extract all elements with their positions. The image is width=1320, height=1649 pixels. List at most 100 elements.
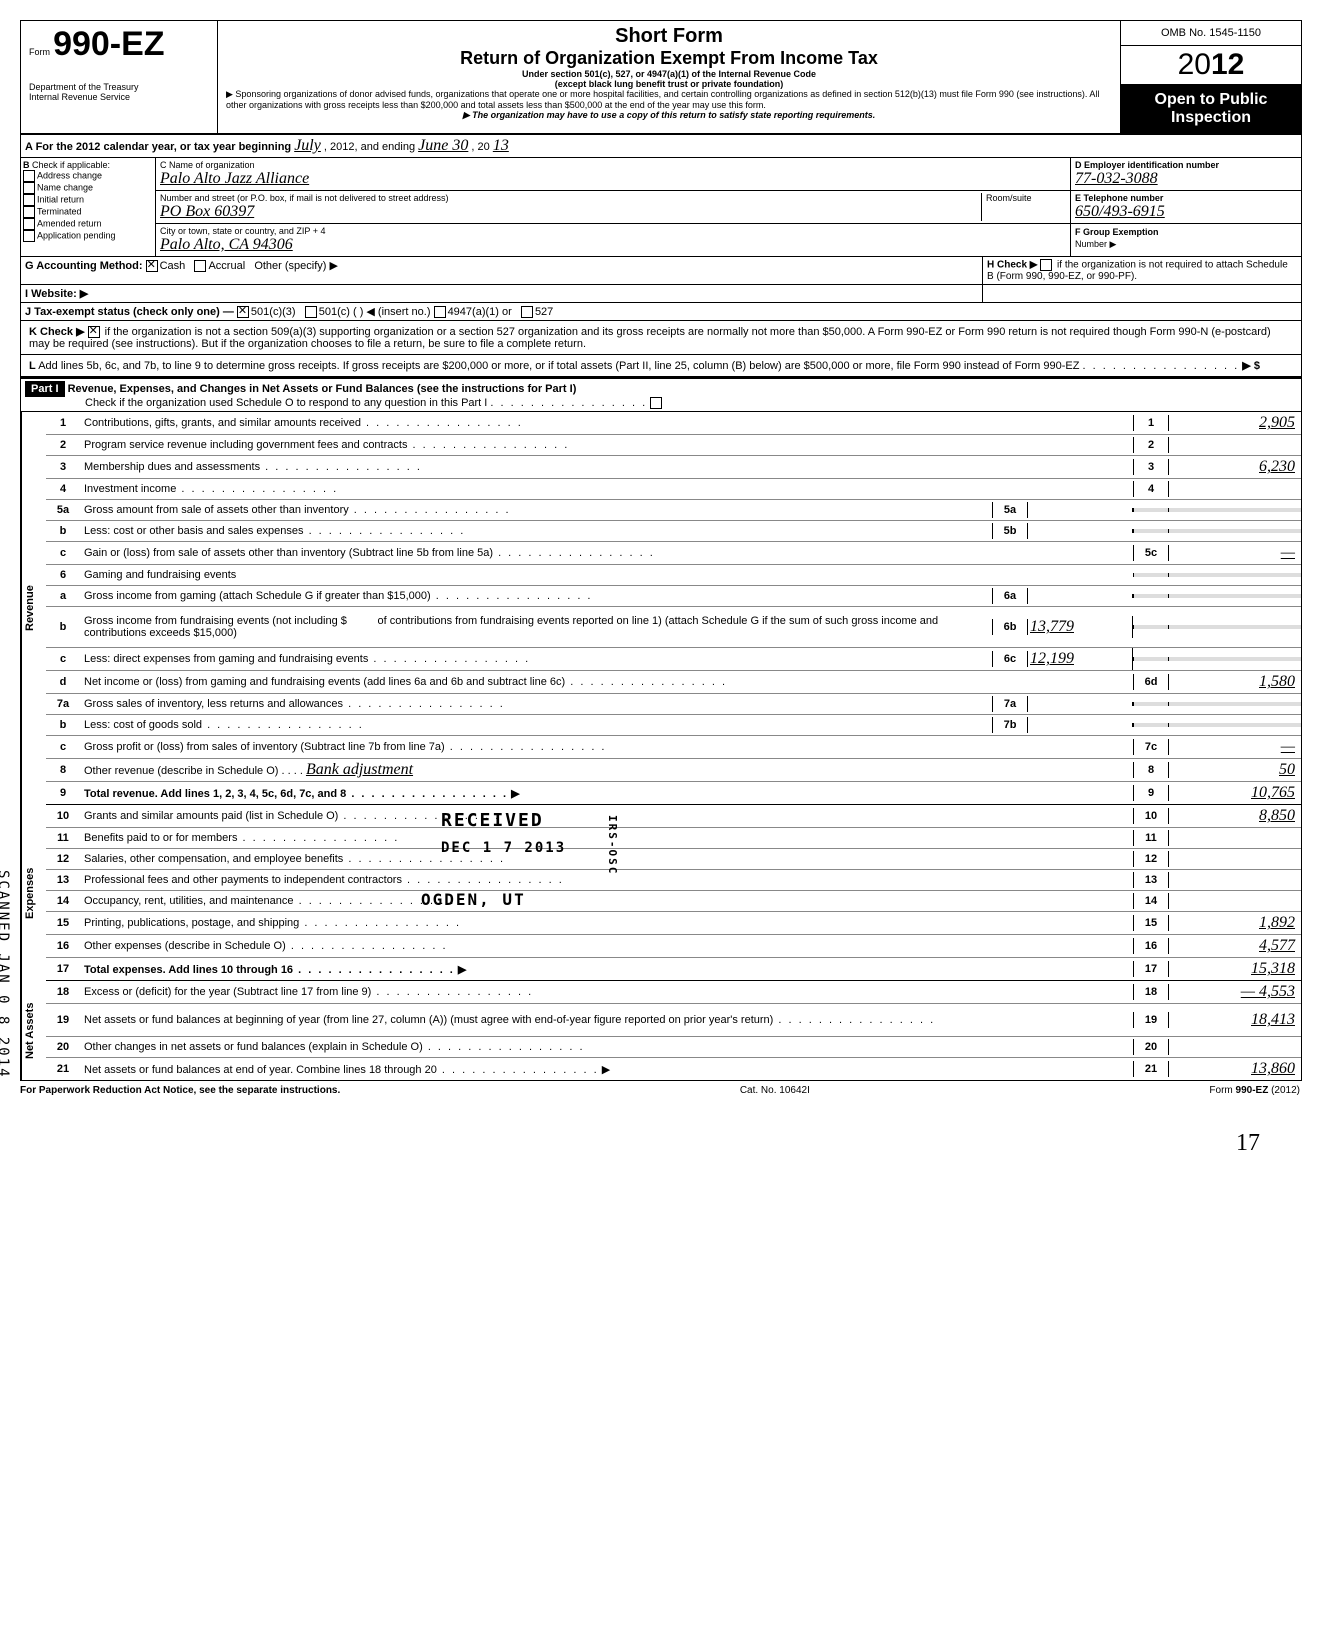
page-number: 17 (20, 1130, 1300, 1157)
right-box: OMB No. 1545-1150 2012 Open to Public In… (1121, 21, 1301, 133)
form-990ez: Form 990-EZ Department of the Treasury I… (20, 20, 1302, 1081)
k-text: if the organization is not a section 509… (29, 326, 1271, 350)
expenses-section: RECEIVED DEC 1 7 2013 OGDEN, UT IRS-OSC … (21, 805, 1301, 981)
dept-irs: Internal Revenue Service (29, 92, 209, 102)
revenue-section: Revenue 1 Contributions, gifts, grants, … (21, 412, 1301, 805)
section-def: D Employer identification number 77-032-… (1070, 158, 1301, 256)
e-label: E Telephone number (1075, 193, 1297, 203)
line-11: 11 Benefits paid to or for members 11 (46, 828, 1301, 849)
form-header: Form 990-EZ Department of the Treasury I… (21, 21, 1301, 135)
part1-check-note: Check if the organization used Schedule … (25, 397, 487, 409)
section-b: B Check if applicable: Address change Na… (21, 158, 156, 256)
scanned-stamp: SCANNED JAN 0 8 2014 (0, 870, 11, 1079)
line-5c-val: — (1169, 542, 1301, 564)
irs-stamp: IRS-OSC (606, 815, 619, 875)
line-15-val: 1,892 (1169, 912, 1301, 934)
netassets-section: Net Assets 18 Excess or (deficit) for th… (21, 981, 1301, 1080)
check-k[interactable] (88, 326, 100, 338)
f-label2: Number ▶ (1075, 239, 1116, 249)
line-7b: b Less: cost of goods sold 7b (46, 715, 1301, 736)
line-6d-val: 1,580 (1169, 671, 1301, 693)
line-2-val (1169, 443, 1301, 447)
subtitle2: (except black lung benefit trust or priv… (226, 79, 1112, 89)
line-7c-val: — (1169, 736, 1301, 758)
sponsor-note: ▶ Sponsoring organizations of donor advi… (226, 89, 1112, 110)
check-schedule-o[interactable] (650, 397, 662, 409)
line-12-val (1169, 857, 1301, 861)
line-5a: 5a Gross amount from sale of assets othe… (46, 500, 1301, 521)
section-gh: G Accounting Method: Cash Accrual Other … (21, 257, 1301, 285)
check-h[interactable] (1040, 259, 1052, 271)
room-label: Room/suite (981, 193, 1066, 221)
received-date: DEC 1 7 2013 (441, 840, 566, 856)
l-label: L (29, 360, 36, 372)
check-initial-return[interactable]: Initial return (23, 194, 153, 206)
org-address: PO Box 60397 (160, 203, 254, 220)
line-6a: a Gross income from gaming (attach Sched… (46, 586, 1301, 607)
line-7a: 7a Gross sales of inventory, less return… (46, 694, 1301, 715)
org-city: Palo Alto, CA 94306 (160, 236, 293, 253)
omb-number: OMB No. 1545-1150 (1121, 21, 1301, 46)
section-k: K Check ▶ if the organization is not a s… (21, 321, 1301, 355)
check-cash[interactable] (146, 260, 158, 272)
check-accrual[interactable] (194, 260, 206, 272)
d-label: D Employer identification number (1075, 160, 1297, 170)
line-12: 12 Salaries, other compensation, and emp… (46, 849, 1301, 870)
tax-year-begin: July (294, 137, 321, 154)
line-5c: c Gain or (loss) from sale of assets oth… (46, 542, 1301, 565)
section-a-mid: , 2012, and ending (324, 141, 415, 153)
tax-year-end: June 30 (418, 137, 468, 154)
line-15: 15 Printing, publications, postage, and … (46, 912, 1301, 935)
line-18: 18 Excess or (deficit) for the year (Sub… (46, 981, 1301, 1004)
check-527[interactable] (521, 306, 533, 318)
part1-header: Part I Revenue, Expenses, and Changes in… (21, 377, 1301, 412)
line-21: 21 Net assets or fund balances at end of… (46, 1058, 1301, 1080)
check-amended[interactable]: Amended return (23, 218, 153, 230)
line-19-val: 18,413 (1169, 1009, 1301, 1031)
line-1-val: 2,905 (1169, 412, 1301, 434)
subtitle1: Under section 501(c), 527, or 4947(a)(1)… (226, 69, 1112, 79)
check-address-change[interactable]: Address change (23, 170, 153, 182)
line-18-val: — 4,553 (1169, 981, 1301, 1003)
line-13: 13 Professional fees and other payments … (46, 870, 1301, 891)
j-label: J Tax-exempt status (check only one) — (25, 306, 234, 318)
part1-label: Part I (25, 381, 65, 397)
expenses-label: Expenses (21, 805, 46, 981)
h-label: H Check ▶ (987, 260, 1037, 271)
check-501c3[interactable] (237, 306, 249, 318)
dept-treasury: Department of the Treasury (29, 82, 209, 92)
line-6: 6 Gaming and fundraising events (46, 565, 1301, 586)
footer-right: Form 990-EZ (2012) (1209, 1085, 1300, 1096)
check-4947[interactable] (434, 306, 446, 318)
check-name-change[interactable]: Name change (23, 182, 153, 194)
k-label: K Check ▶ (29, 326, 85, 338)
section-c: C Name of organization Palo Alto Jazz Al… (156, 158, 1070, 256)
section-l: L Add lines 5b, 6c, and 7b, to line 9 to… (21, 355, 1301, 377)
title-main: Return of Organization Exempt From Incom… (226, 48, 1112, 69)
l-text: Add lines 5b, 6c, and 7b, to line 9 to d… (38, 360, 1079, 372)
line-13-val (1169, 878, 1301, 882)
received-loc: OGDEN, UT (421, 890, 526, 909)
check-pending[interactable]: Application pending (23, 230, 153, 242)
f-label: F Group Exemption (1075, 227, 1159, 237)
line-3-val: 6,230 (1169, 456, 1301, 478)
line-17: 17 Total expenses. Add lines 10 through … (46, 958, 1301, 981)
form-footer: For Paperwork Reduction Act Notice, see … (20, 1081, 1300, 1100)
footer-left: For Paperwork Reduction Act Notice, see … (20, 1085, 340, 1096)
line-8-val: 50 (1169, 759, 1301, 781)
line-1: 1 Contributions, gifts, grants, and simi… (46, 412, 1301, 435)
section-bcdef: B Check if applicable: Address change Na… (21, 158, 1301, 257)
line-14: 14 Occupancy, rent, utilities, and maint… (46, 891, 1301, 912)
city-label: City or town, state or country, and ZIP … (160, 226, 1066, 236)
netassets-label: Net Assets (21, 981, 46, 1080)
line-6d: d Net income or (loss) from gaming and f… (46, 671, 1301, 694)
check-terminated[interactable]: Terminated (23, 206, 153, 218)
form-label: Form (29, 47, 50, 57)
line-4: 4 Investment income 4 (46, 479, 1301, 500)
org-name: Palo Alto Jazz Alliance (160, 170, 309, 187)
i-label: I Website: ▶ (25, 288, 88, 300)
check-501c[interactable] (305, 306, 317, 318)
section-a: A For the 2012 calendar year, or tax yea… (21, 135, 1301, 158)
revenue-label: Revenue (21, 412, 46, 805)
section-a-endyear-label: , 20 (471, 141, 489, 153)
